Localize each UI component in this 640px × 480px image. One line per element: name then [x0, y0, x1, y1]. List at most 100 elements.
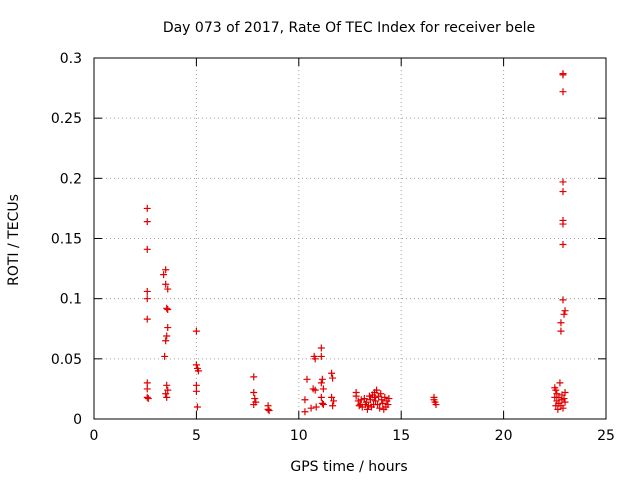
- data-point: [143, 315, 151, 323]
- x-tick-label: 10: [290, 428, 308, 444]
- data-point: [143, 245, 151, 253]
- data-point: [194, 367, 202, 375]
- data-point: [265, 407, 273, 415]
- data-point: [366, 396, 374, 404]
- data-point: [552, 402, 560, 410]
- data-point: [318, 375, 326, 383]
- data-point: [192, 387, 200, 395]
- data-point: [368, 403, 376, 411]
- data-point: [251, 395, 259, 403]
- x-tick-labels: 0 5 10 15 20 25: [90, 428, 615, 444]
- data-point: [317, 352, 325, 360]
- data-point: [317, 393, 325, 401]
- data-point: [311, 355, 319, 363]
- data-point: [377, 390, 385, 398]
- data-points: [143, 70, 569, 416]
- data-point: [357, 396, 365, 404]
- data-point: [162, 266, 170, 274]
- data-point: [143, 287, 151, 295]
- data-point: [557, 319, 565, 327]
- x-tick-label: 5: [192, 428, 201, 444]
- data-point: [312, 403, 320, 411]
- data-point: [319, 385, 327, 393]
- data-point: [161, 352, 169, 360]
- data-point: [317, 379, 325, 387]
- data-point: [385, 395, 393, 403]
- data-point: [361, 401, 369, 409]
- data-point: [364, 402, 372, 410]
- x-tick-label: 25: [597, 428, 615, 444]
- data-point: [560, 310, 568, 318]
- y-tick-label: 0: [73, 412, 82, 428]
- data-point: [432, 401, 440, 409]
- data-point: [318, 399, 326, 407]
- data-point: [164, 324, 172, 332]
- data-point: [365, 392, 373, 400]
- data-point: [355, 402, 363, 410]
- data-point: [554, 405, 562, 413]
- data-point: [164, 285, 172, 293]
- data-point: [311, 386, 319, 394]
- data-point: [561, 307, 569, 315]
- data-point: [143, 204, 151, 212]
- data-point: [363, 405, 371, 413]
- data-point: [163, 381, 171, 389]
- data-point: [192, 361, 200, 369]
- data-point: [559, 296, 567, 304]
- y-tick-labels: 0 0.05 0.1 0.15 0.2 0.25 0.3: [51, 51, 82, 428]
- data-point: [143, 385, 151, 393]
- data-point: [193, 403, 201, 411]
- data-point: [374, 401, 382, 409]
- data-point: [164, 305, 172, 313]
- data-point: [559, 178, 567, 186]
- data-point: [557, 327, 565, 335]
- data-point: [330, 397, 338, 405]
- y-axis-title: ROTI / TECUs: [6, 194, 22, 286]
- chart-title: Day 073 of 2017, Rate Of TEC Index for r…: [163, 20, 535, 36]
- data-point: [329, 374, 337, 382]
- y-tick-label: 0.3: [60, 51, 82, 67]
- data-point: [307, 404, 315, 412]
- data-point: [559, 71, 567, 79]
- data-point: [162, 280, 170, 288]
- data-point: [371, 393, 379, 401]
- x-tick-label: 15: [392, 428, 410, 444]
- y-tick-label: 0.2: [60, 171, 82, 187]
- data-point: [328, 393, 336, 401]
- data-point: [143, 295, 151, 303]
- data-point: [381, 393, 389, 401]
- data-point: [163, 332, 171, 340]
- data-point: [303, 375, 311, 383]
- grid-lines: [94, 58, 606, 419]
- data-point: [160, 271, 168, 279]
- data-point: [559, 220, 567, 228]
- data-point: [143, 218, 151, 226]
- data-point: [354, 397, 362, 405]
- data-point: [559, 88, 567, 96]
- data-point: [553, 390, 561, 398]
- x-tick-label: 0: [90, 428, 99, 444]
- data-point: [556, 379, 564, 387]
- data-point: [319, 401, 327, 409]
- y-tick-label: 0.25: [51, 111, 82, 127]
- data-point: [163, 304, 171, 312]
- plot-frame: [93, 57, 607, 420]
- data-point: [264, 405, 272, 413]
- data-point: [559, 241, 567, 249]
- data-point: [162, 337, 170, 345]
- data-point: [561, 389, 569, 397]
- data-point: [301, 408, 309, 416]
- data-point: [360, 395, 368, 403]
- data-point: [329, 402, 337, 410]
- x-tick-label: 20: [495, 428, 513, 444]
- data-point: [559, 188, 567, 196]
- y-tick-label: 0.1: [60, 292, 82, 308]
- data-point: [380, 405, 388, 413]
- data-point: [552, 386, 560, 394]
- data-point: [352, 392, 360, 400]
- data-point: [558, 396, 566, 404]
- data-point: [192, 327, 200, 335]
- data-point: [376, 404, 384, 412]
- data-point: [301, 396, 309, 404]
